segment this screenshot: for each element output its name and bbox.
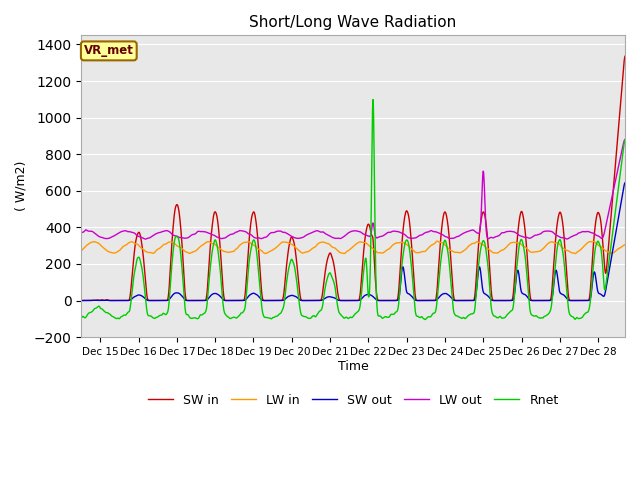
SW out: [342, 298, 349, 303]
Rnet: [77, 315, 85, 321]
SW out: [605, 269, 612, 275]
Rnet: [327, 272, 335, 278]
LW out: [328, 234, 335, 240]
SW in: [105, 298, 113, 303]
Line: SW out: SW out: [81, 183, 625, 300]
Text: VR_met: VR_met: [84, 44, 134, 58]
Legend: SW in, LW in, SW out, LW out, Rnet: SW in, LW in, SW out, LW out, Rnet: [143, 389, 564, 412]
LW in: [433, 238, 441, 244]
LW in: [105, 249, 113, 255]
SW out: [327, 294, 335, 300]
SW out: [605, 267, 613, 273]
Rnet: [369, 96, 377, 102]
LW out: [141, 236, 149, 242]
Line: Rnet: Rnet: [81, 99, 625, 320]
Rnet: [506, 309, 514, 315]
LW out: [605, 206, 613, 212]
LW in: [621, 242, 629, 248]
LW in: [342, 250, 349, 255]
Y-axis label: ( W/m2): ( W/m2): [15, 161, 28, 211]
Line: SW in: SW in: [81, 56, 625, 300]
Rnet: [621, 137, 629, 143]
Rnet: [605, 254, 613, 260]
SW in: [506, 298, 513, 303]
Title: Short/Long Wave Radiation: Short/Long Wave Radiation: [250, 15, 457, 30]
LW out: [506, 228, 513, 234]
SW out: [506, 298, 513, 303]
LW in: [606, 250, 614, 256]
LW out: [77, 230, 85, 236]
LW in: [571, 251, 579, 256]
LW in: [605, 250, 613, 256]
Rnet: [421, 317, 429, 323]
Line: LW in: LW in: [81, 241, 625, 253]
LW out: [105, 235, 113, 241]
LW in: [77, 248, 85, 253]
SW in: [605, 238, 612, 244]
SW in: [342, 298, 349, 303]
LW out: [621, 136, 629, 142]
SW in: [605, 235, 613, 240]
LW in: [327, 243, 335, 249]
Line: LW out: LW out: [81, 139, 625, 239]
Rnet: [105, 311, 113, 317]
LW out: [605, 207, 613, 213]
LW in: [506, 241, 513, 247]
SW in: [327, 252, 335, 257]
SW in: [621, 53, 629, 59]
Rnet: [342, 314, 349, 320]
X-axis label: Time: Time: [338, 360, 369, 372]
LW out: [342, 232, 349, 238]
SW out: [77, 298, 85, 303]
SW out: [105, 298, 113, 303]
SW in: [77, 298, 85, 303]
Rnet: [606, 252, 614, 258]
SW out: [621, 180, 629, 186]
